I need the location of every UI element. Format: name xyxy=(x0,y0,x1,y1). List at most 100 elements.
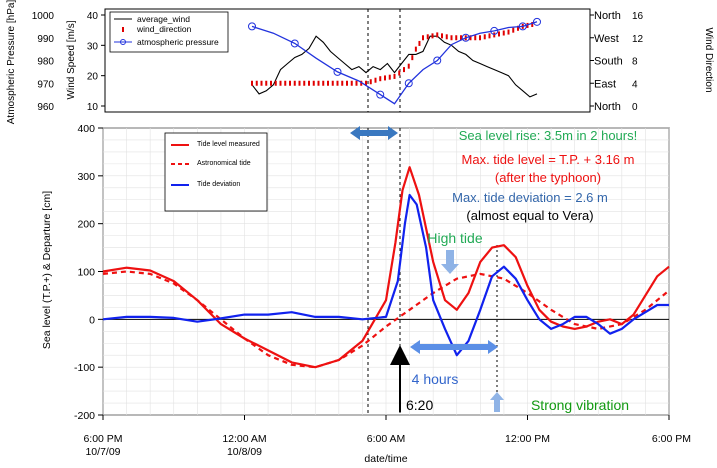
annotation-four-hours: 4 hours xyxy=(412,371,459,387)
x-tick-label: 6:00 PM xyxy=(652,433,691,445)
x-tick-label: 6:00 AM xyxy=(367,433,406,445)
wind-direction-mark xyxy=(469,35,472,41)
wind-direction-mark xyxy=(384,75,386,81)
wind-direction-mark xyxy=(270,80,272,86)
y-tick-label: 200 xyxy=(77,219,95,231)
annotation-max-tide-1: Max. tide level = T.P. + 3.16 m xyxy=(462,152,635,167)
pressure-tick-label: 970 xyxy=(37,79,54,90)
wind-direction-mark xyxy=(388,74,391,80)
wind-direction-mark xyxy=(422,35,424,41)
y-tick-label: 0 xyxy=(89,314,95,326)
wind-direction-mark xyxy=(369,79,372,85)
pressure-point xyxy=(376,90,385,99)
wind-direction-mark xyxy=(327,80,329,86)
wind-direction-mark xyxy=(284,80,287,86)
wind-direction-mark xyxy=(255,80,258,86)
wind-direction-mark xyxy=(365,80,367,86)
top-left-axis-label-2: Wind Speed [m/s] xyxy=(66,20,77,99)
wind-direction-mark xyxy=(322,80,325,86)
top-right-axis-ticks: 0 4 8 12 16 North West South East North xyxy=(590,10,644,113)
annotation-strong-vibration: Strong vibration xyxy=(531,397,629,413)
wind-direction-mark xyxy=(308,80,310,86)
wind-direction-mark xyxy=(436,32,439,38)
wind-direction-mark xyxy=(303,80,306,86)
wind-direction-tick-label: 8 xyxy=(632,57,638,68)
wind-direction-mark xyxy=(531,21,534,27)
wind-direction-mark xyxy=(411,55,414,61)
wind-direction-mark xyxy=(379,76,382,82)
wind-direction-mark xyxy=(455,35,458,41)
pressure-tick-label: 990 xyxy=(37,34,54,45)
annotation-max-dev-1: Max. tide deviation = 2.6 m xyxy=(452,190,608,205)
y-tick-label: -100 xyxy=(74,362,95,374)
annotation-sea-level-rise: Sea level rise: 3.5m in 2 hours! xyxy=(459,128,637,143)
wind-direction-mark xyxy=(512,27,515,33)
pressure-point xyxy=(433,56,442,65)
wind-direction-mark xyxy=(260,80,263,86)
wind-direction-mark xyxy=(403,67,405,73)
annotations: Sea level rise: 3.5m in 2 hours! Max. ti… xyxy=(350,126,637,413)
pressure-tick-label: 980 xyxy=(37,57,54,68)
wind-direction-mark xyxy=(398,70,401,76)
wind-direction-mark xyxy=(298,80,301,86)
legend-label-measured: Tide level measured xyxy=(197,141,260,148)
pressure-point xyxy=(533,17,541,26)
wind-direction-mark xyxy=(418,40,421,46)
wind-direction-mark xyxy=(279,80,282,86)
wind-direction-mark xyxy=(474,35,477,41)
legend-label-average-wind: average_wind xyxy=(137,14,190,24)
wind-direction-mark xyxy=(374,77,377,83)
wind-direction-tick-label: 16 xyxy=(632,11,644,22)
compass-label: North xyxy=(594,10,621,22)
wind-direction-mark xyxy=(336,80,339,86)
pressure-point xyxy=(518,22,527,31)
legend-label-wind-direction: wind_direction xyxy=(136,24,192,34)
wind-direction-mark xyxy=(507,29,510,35)
y-tick-label: -200 xyxy=(74,410,95,422)
bottom-series-group xyxy=(102,166,670,369)
high-tide-arrow xyxy=(441,250,459,274)
bottom-y-axis-label: Sea level (T.P.+) & Departure [cm] xyxy=(41,191,53,349)
wind-direction-tick-label: 12 xyxy=(632,34,644,45)
pressure-point xyxy=(404,79,413,88)
x-tick-date-label: 10/7/09 xyxy=(85,446,120,458)
top-panel: 960 970 980 990 1000 10 20 30 40 0 4 8 12 16 North Wes… xyxy=(6,0,714,124)
compass-label: North xyxy=(594,101,621,113)
wind-direction-tick-label: 4 xyxy=(632,79,638,90)
wind-direction-mark xyxy=(350,80,353,86)
wind-direction-mark xyxy=(498,31,500,37)
wind-speed-tick-label: 40 xyxy=(87,11,99,22)
pressure-tick-label: 960 xyxy=(37,102,54,113)
x-tick-label: 12:00 PM xyxy=(505,433,550,445)
wind-direction-mark xyxy=(355,80,358,86)
y-tick-label: 100 xyxy=(77,267,95,279)
legend-label-pressure: atmospheric pressure xyxy=(137,37,219,47)
annotation-max-dev-2: (almost equal to Vera) xyxy=(466,208,593,223)
wind-direction-tick-label: 0 xyxy=(632,102,638,113)
pressure-point xyxy=(333,67,342,76)
duration-arrow-top xyxy=(350,126,398,140)
wind-direction-mark xyxy=(414,46,417,52)
y-tick-label: 300 xyxy=(77,171,95,183)
wind-direction-mark xyxy=(293,80,296,86)
wind-direction-mark xyxy=(265,80,268,86)
wind-direction-mark xyxy=(479,35,481,41)
wind-direction-mark xyxy=(274,80,277,86)
compass-label: East xyxy=(594,78,616,90)
bottom-x-axis-label: date/time xyxy=(364,453,407,465)
wind-direction-mark xyxy=(426,34,429,40)
wind-direction-mark xyxy=(488,33,491,39)
wind-direction-mark xyxy=(431,33,434,39)
wind-direction-mark xyxy=(483,34,486,40)
wind-direction-mark xyxy=(346,80,348,86)
legend-label-deviation: Tide deviation xyxy=(197,181,240,188)
wind-direction-mark xyxy=(407,63,410,69)
annotation-time-620: 6:20 xyxy=(406,397,433,413)
annotation-high-tide: High tide xyxy=(427,230,482,246)
series-astronomical-tide xyxy=(102,270,670,369)
wind-direction-mark xyxy=(445,34,448,40)
pressure-point xyxy=(461,33,470,42)
wind-direction-mark xyxy=(441,33,443,39)
pressure-point xyxy=(290,39,299,48)
